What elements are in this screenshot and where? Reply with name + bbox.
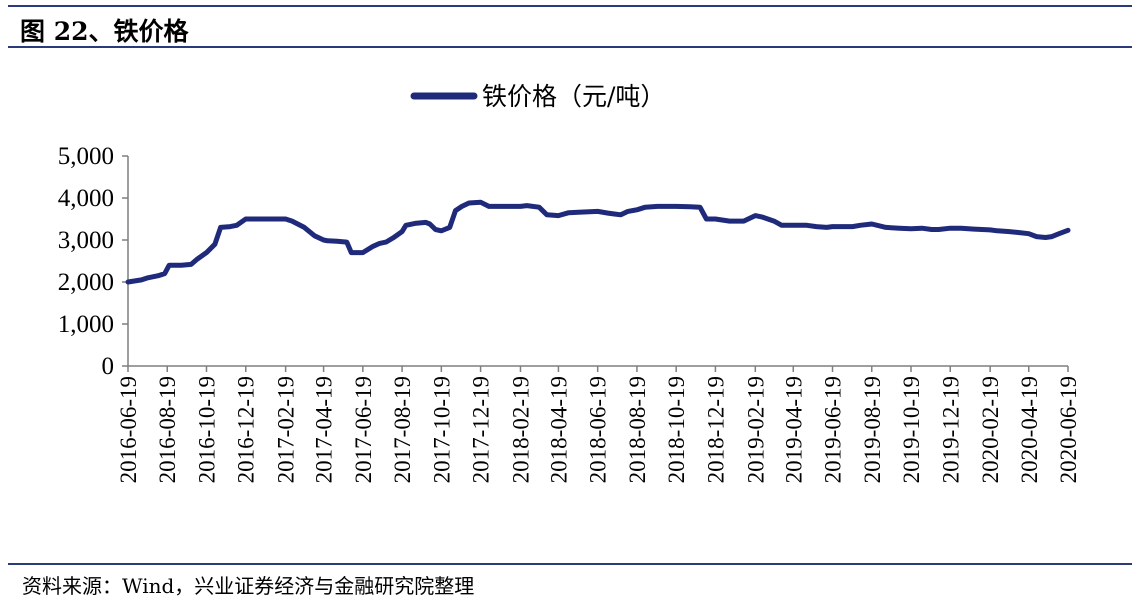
x-tick-label: 2017-10-19 (429, 376, 454, 483)
x-tick-label: 2017-02-19 (274, 376, 299, 483)
x-axis: 2016-06-19 2016-08-19 2016-10-19 2016-12-19… (116, 365, 1081, 483)
y-tick-label: 4,000 (58, 185, 114, 212)
legend-label: 铁价格（元/吨） (482, 82, 665, 111)
x-tick-label: 2016-10-19 (194, 376, 219, 483)
y-tick-label: 3,000 (58, 227, 114, 254)
x-tick-label: 2018-10-19 (664, 376, 689, 483)
x-tick-label: 2019-08-19 (860, 376, 885, 483)
footer-rule (8, 563, 1132, 565)
x-tick-label: 2019-06-19 (821, 376, 846, 483)
x-tick-label: 2018-04-19 (546, 376, 571, 483)
series-line-iron-price (125, 199, 1071, 285)
x-tick-label: 2016-06-19 (116, 376, 141, 483)
figure-header: 图 22、铁价格 (0, 0, 1140, 50)
header-bottom-rule (8, 46, 1132, 48)
x-tick-label: 2020-06-19 (1056, 376, 1081, 483)
x-tick-label: 2020-04-19 (1017, 376, 1042, 483)
y-tick-label: 1,000 (58, 311, 114, 338)
x-tick-label: 2018-06-19 (586, 376, 611, 483)
x-tick-label: 2019-12-19 (938, 376, 963, 483)
x-tick-label: 2019-04-19 (781, 376, 806, 483)
x-tick-label: 2018-12-19 (703, 376, 728, 483)
x-tick-label: 2017-06-19 (351, 376, 376, 483)
x-tick-label: 2018-08-19 (625, 376, 650, 483)
x-tick-label: 2016-08-19 (155, 376, 180, 483)
x-tick-label: 2019-02-19 (743, 376, 768, 483)
x-tick-label: 2019-10-19 (899, 376, 924, 483)
line-chart: 铁价格（元/吨） 5,000 4,000 3,000 2,000 1,000 0 2016… (58, 82, 1081, 483)
y-tick-label: 5,000 (58, 143, 114, 170)
header-top-rule (8, 5, 1132, 7)
x-tick-label: 2018-02-19 (508, 376, 533, 483)
x-tick-label: 2017-04-19 (312, 376, 337, 483)
x-tick-label: 2016-12-19 (234, 376, 259, 483)
y-tick-label: 0 (102, 353, 115, 380)
x-tick-label: 2017-08-19 (390, 376, 415, 483)
x-tick-label: 2017-12-19 (469, 376, 494, 483)
figure-title: 图 22、铁价格 (20, 17, 189, 46)
legend: 铁价格（元/吨） (410, 82, 665, 111)
x-tick-label: 2020-02-19 (978, 376, 1003, 483)
y-axis: 5,000 4,000 3,000 2,000 1,000 0 (58, 143, 129, 380)
source-note: 资料来源：Wind，兴业证券经济与金融研究院整理 (22, 574, 475, 598)
y-tick-label: 2,000 (58, 269, 114, 296)
